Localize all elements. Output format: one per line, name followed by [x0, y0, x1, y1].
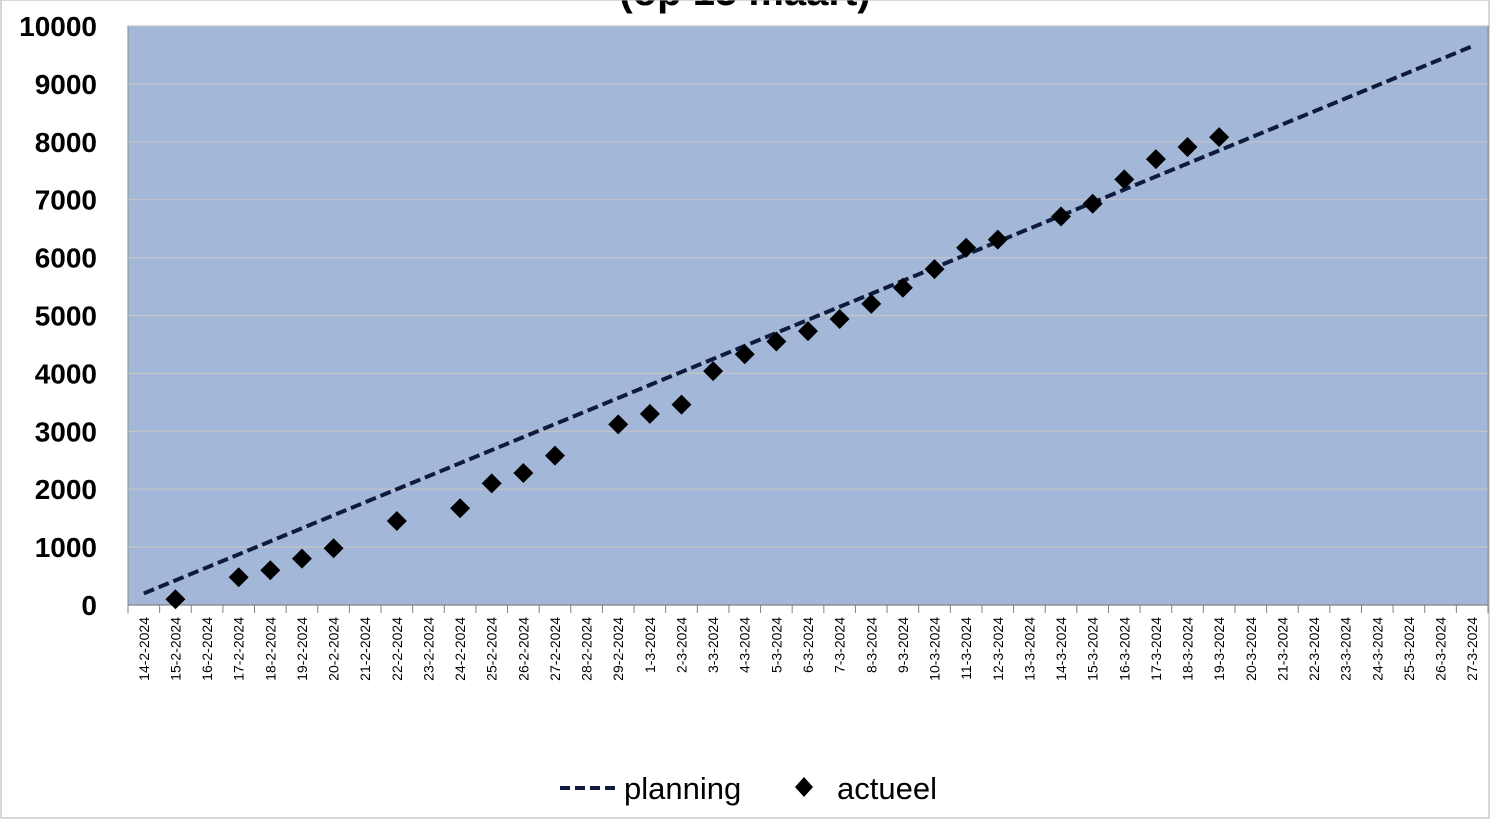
actueel-point [450, 498, 471, 519]
legend: planning actueel [560, 771, 937, 806]
x-tick-label: 17-3-2024 [1148, 617, 1164, 681]
x-tick-label: 13-3-2024 [1021, 617, 1037, 681]
x-tick-label: 24-2-2024 [452, 617, 468, 681]
actueel-point [703, 361, 724, 382]
actueel-point [1082, 193, 1103, 214]
actueel-point [956, 237, 977, 258]
x-tick-label: 5-3-2024 [768, 617, 784, 673]
y-tick-label: 6000 [35, 243, 97, 274]
actueel-point [260, 560, 281, 581]
actueel-point [481, 473, 502, 494]
actueel-point [798, 321, 818, 342]
actueel-point [1114, 169, 1135, 190]
x-tick-label: 3-3-2024 [705, 617, 721, 673]
x-tick-label: 23-3-2024 [1338, 617, 1354, 681]
x-tick-label: 2-3-2024 [673, 617, 689, 673]
actueel-point [608, 414, 629, 435]
x-tick-label: 25-2-2024 [484, 617, 500, 681]
x-tick-label: 20-3-2024 [1243, 617, 1259, 681]
x-tick-label: 28-2-2024 [579, 617, 595, 681]
actueel-point [1177, 137, 1198, 158]
y-tick-label: 4000 [35, 358, 97, 389]
x-tick-label: 23-2-2024 [420, 617, 436, 681]
actueel-point [1209, 127, 1230, 148]
actueel-point [513, 462, 534, 483]
y-tick-label: 1000 [35, 532, 97, 563]
actueel-point [734, 344, 755, 365]
x-tick-label: 27-2-2024 [547, 617, 563, 681]
x-tick-label: 16-2-2024 [199, 617, 215, 681]
x-tick-label: 19-2-2024 [294, 617, 310, 681]
x-tick-label: 29-2-2024 [610, 617, 626, 681]
legend-actueel-swatch [795, 777, 813, 797]
actueel-point [1145, 149, 1166, 170]
actueel-point [228, 567, 249, 588]
x-tick-label: 14-3-2024 [1053, 617, 1069, 681]
x-tick-label: 7-3-2024 [832, 617, 848, 673]
x-tick-label: 9-3-2024 [895, 617, 911, 673]
actueel-point [291, 548, 312, 569]
actueel-point [1051, 206, 1072, 227]
x-tick-label: 24-3-2024 [1369, 617, 1385, 681]
actueel-point [671, 394, 692, 415]
actueel-point [386, 511, 407, 532]
x-tick-label: 6-3-2024 [800, 617, 816, 673]
gridlines [128, 25, 1488, 548]
x-tick-label: 22-2-2024 [389, 617, 405, 681]
x-tick-label: 27-3-2024 [1464, 617, 1480, 681]
y-tick-label: 10000 [19, 11, 97, 42]
y-axis-ticks: 0 1000 2000 3000 4000 5000 6000 7000 8000 9000 100… [19, 11, 97, 621]
x-tick-label: 16-3-2024 [1116, 617, 1132, 681]
series-actueel [165, 127, 1230, 610]
y-tick-label: 9000 [35, 69, 97, 100]
actueel-point [892, 277, 913, 298]
actueel-point [544, 445, 565, 466]
x-tick-label: 17-2-2024 [231, 617, 247, 681]
legend-actueel-label: actueel [837, 771, 937, 806]
actueel-point [323, 538, 344, 559]
x-tick-label: 21-2-2024 [357, 617, 373, 681]
y-tick-label: 8000 [35, 127, 97, 158]
x-tick-label: 21-3-2024 [1274, 617, 1290, 681]
x-tick-label: 15-3-2024 [1085, 617, 1101, 681]
actueel-point [829, 308, 850, 329]
x-tick-label: 20-2-2024 [326, 617, 342, 681]
actueel-point [987, 229, 1008, 250]
x-tick-label: 8-3-2024 [863, 617, 879, 673]
x-tick-label: 18-2-2024 [262, 617, 278, 681]
x-tick-label: 19-3-2024 [1211, 617, 1227, 681]
actueel-point [766, 331, 787, 352]
x-tick-label: 22-3-2024 [1306, 617, 1322, 681]
actueel-point [639, 403, 660, 424]
y-tick-label: 0 [81, 590, 97, 621]
actueel-point [165, 589, 186, 610]
x-tick-label: 14-2-2024 [136, 617, 152, 681]
x-tick-label: 15-2-2024 [167, 617, 183, 681]
actueel-point [861, 293, 882, 314]
x-axis-ticks: 14-2-2024 15-2-2024 16-2-2024 17-2-2024 18-2… [127, 604, 1489, 681]
x-tick-label: 18-3-2024 [1180, 617, 1196, 681]
x-tick-label: 25-3-2024 [1401, 617, 1417, 681]
x-tick-label: 26-3-2024 [1433, 617, 1449, 681]
legend-planning-label: planning [624, 771, 741, 806]
y-tick-label: 3000 [35, 416, 97, 447]
x-tick-label: 4-3-2024 [737, 617, 753, 673]
x-tick-label: 1-3-2024 [642, 617, 658, 673]
y-tick-label: 7000 [35, 185, 97, 216]
x-tick-label: 26-2-2024 [515, 617, 531, 681]
x-tick-label: 10-3-2024 [927, 617, 943, 681]
x-tick-label: 12-3-2024 [990, 617, 1006, 681]
actueel-point [924, 259, 945, 280]
y-tick-label: 5000 [35, 301, 97, 332]
chart-title: (op 15 maart) [619, 0, 870, 14]
x-tick-label: 11-3-2024 [958, 617, 974, 680]
y-tick-label: 2000 [35, 474, 97, 505]
